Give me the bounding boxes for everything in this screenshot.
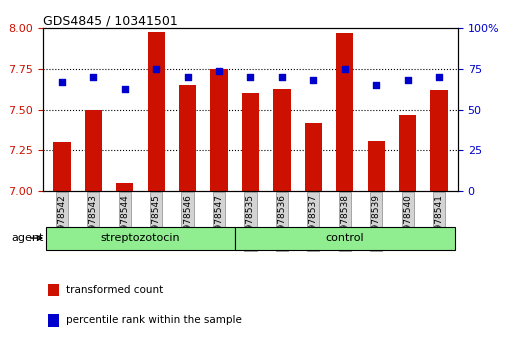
Bar (234, 227, 454, 250)
Point (371, 82, 379, 88)
Text: GSM978537: GSM978537 (308, 194, 317, 249)
Bar (147, 32, 165, 191)
Point (340, 66, 348, 72)
Bar (53, 142, 70, 191)
Text: GSM978538: GSM978538 (339, 194, 348, 249)
Text: GSM978539: GSM978539 (371, 194, 380, 249)
Point (277, 74, 285, 80)
Bar (210, 69, 227, 191)
Text: agent: agent (12, 233, 44, 243)
Point (215, 68, 223, 74)
Bar (430, 90, 447, 191)
Text: GSM978546: GSM978546 (183, 194, 192, 249)
Text: GSM978541: GSM978541 (434, 194, 443, 249)
Bar (273, 88, 290, 191)
Text: GSM978536: GSM978536 (277, 194, 286, 249)
Point (403, 78, 411, 83)
Text: percentile rank within the sample: percentile rank within the sample (66, 315, 242, 325)
Bar (84, 110, 102, 191)
Point (246, 74, 254, 80)
Text: GSM978544: GSM978544 (120, 194, 129, 249)
Text: GSM978540: GSM978540 (402, 194, 411, 249)
Text: GSM978543: GSM978543 (89, 194, 97, 249)
Point (121, 86, 129, 91)
Text: transformed count: transformed count (66, 285, 163, 295)
Text: GSM978545: GSM978545 (152, 194, 161, 249)
Bar (46, 227, 234, 250)
Point (309, 78, 317, 83)
Point (152, 66, 160, 72)
Bar (367, 141, 384, 191)
Point (89, 74, 97, 80)
Text: GDS4845 / 10341501: GDS4845 / 10341501 (43, 14, 177, 27)
Point (58, 79, 66, 85)
Text: GSM978547: GSM978547 (214, 194, 223, 249)
Bar (179, 85, 196, 191)
Text: GSM978535: GSM978535 (245, 194, 255, 249)
Point (183, 74, 191, 80)
Text: streptozotocin: streptozotocin (100, 233, 180, 243)
Bar (335, 33, 352, 191)
Text: GSM978542: GSM978542 (57, 194, 66, 249)
Text: control: control (325, 233, 364, 243)
Bar (241, 93, 259, 191)
Bar (304, 123, 321, 191)
Bar (116, 183, 133, 191)
Bar (398, 115, 416, 191)
Point (434, 74, 442, 80)
